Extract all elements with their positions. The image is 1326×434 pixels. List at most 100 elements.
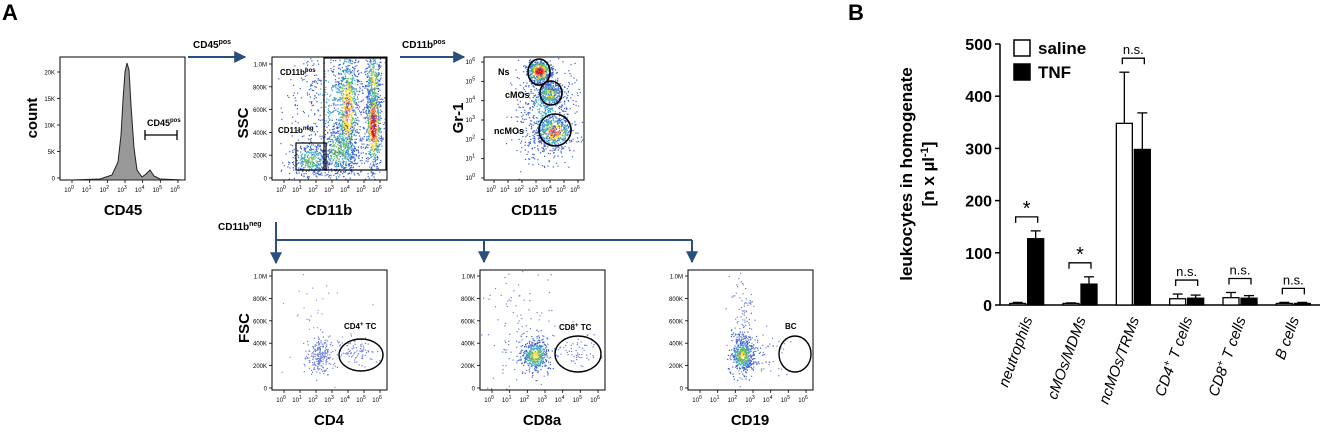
event-dot: [338, 171, 339, 172]
event-dot: [379, 130, 380, 131]
event-dot: [552, 82, 553, 83]
event-dot: [571, 140, 572, 141]
event-dot: [550, 125, 551, 126]
event-dot: [382, 146, 383, 147]
event-dot: [295, 104, 296, 105]
event-dot: [320, 163, 321, 164]
event-dot: [548, 100, 549, 101]
event-dot: [340, 133, 341, 134]
event-dot: [569, 130, 570, 131]
event-dot: [325, 134, 326, 135]
event-dot: [534, 154, 535, 155]
event-dot: [544, 62, 545, 63]
event-dot: [377, 111, 378, 112]
event-dot: [377, 134, 378, 135]
event-dot: [560, 124, 561, 125]
event-dot: [333, 131, 334, 132]
event-dot: [343, 71, 344, 72]
event-dot: [333, 141, 334, 142]
event-dot: [371, 91, 372, 92]
event-dot: [531, 120, 532, 121]
event-dot: [316, 93, 317, 94]
event-dot: [343, 166, 344, 167]
event-dot: [544, 166, 545, 167]
event-dot: [577, 137, 578, 138]
event-dot: [546, 86, 547, 87]
event-dot: [352, 98, 353, 99]
event-dot: [366, 160, 367, 161]
event-dot: [545, 74, 546, 75]
event-dot: [306, 171, 307, 172]
event-dot: [371, 81, 372, 82]
event-dot: [338, 119, 339, 120]
event-dot: [354, 73, 355, 74]
event-dot: [567, 97, 568, 98]
event-dot: [344, 59, 345, 60]
event-dot: [528, 142, 529, 143]
xtick-label: 103: [528, 185, 538, 194]
event-dot: [366, 158, 367, 159]
event-dot: [340, 98, 341, 99]
event-dot: [373, 173, 374, 174]
event-dot: [369, 138, 370, 139]
event-dot: [532, 135, 533, 136]
event-dot: [366, 146, 367, 147]
event-dot: [369, 85, 370, 86]
event-dot: [569, 140, 570, 141]
event-dot: [542, 89, 543, 90]
event-dot: [331, 105, 332, 106]
event-dot: [545, 113, 546, 114]
event-dot: [351, 126, 352, 127]
event-dot: [372, 145, 373, 146]
event-dot: [576, 141, 577, 142]
event-dot: [379, 152, 380, 153]
event-dot: [378, 118, 379, 119]
histogram-xlabel: CD45: [104, 202, 142, 219]
event-dot: [341, 126, 342, 127]
event-dot: [380, 66, 381, 67]
event-dot: [350, 167, 351, 168]
event-dot: [328, 336, 329, 337]
event-dot: [308, 146, 309, 147]
event-dot: [368, 106, 369, 107]
event-dot: [372, 99, 373, 100]
event-dot: [338, 131, 339, 132]
event-dot: [325, 114, 326, 115]
event-dot: [337, 152, 338, 153]
event-dot: [341, 128, 342, 129]
event-dot: [381, 99, 382, 100]
event-dot: [314, 98, 315, 99]
event-dot: [384, 128, 385, 129]
event-dot: [321, 138, 322, 139]
event-dot: [545, 66, 546, 67]
event-dot: [376, 115, 377, 116]
event-dot: [356, 150, 357, 151]
event-dot: [516, 69, 517, 70]
event-dot: [333, 66, 334, 67]
event-dot: [332, 145, 333, 146]
ytick-label: 600K: [253, 108, 267, 114]
event-dot: [302, 158, 303, 159]
event-dot: [360, 160, 361, 161]
event-dot: [374, 173, 375, 174]
event-dot: [542, 66, 543, 67]
event-dot: [548, 122, 549, 123]
event-dot: [582, 122, 583, 123]
event-dot: [360, 112, 361, 113]
event-dot: [336, 156, 337, 157]
event-dot: [556, 100, 557, 101]
event-dot: [529, 62, 530, 63]
event-dot: [381, 75, 382, 76]
event-dot: [361, 141, 362, 142]
event-dot: [538, 141, 539, 142]
event-dot: [564, 114, 565, 115]
event-dot: [365, 117, 366, 118]
event-dot: [523, 82, 524, 83]
event-dot: [333, 129, 334, 130]
event-dot: [304, 155, 305, 156]
event-dot: [381, 141, 382, 142]
event-dot: [333, 71, 334, 72]
event-dot: [352, 94, 353, 95]
event-dot: [545, 71, 546, 72]
